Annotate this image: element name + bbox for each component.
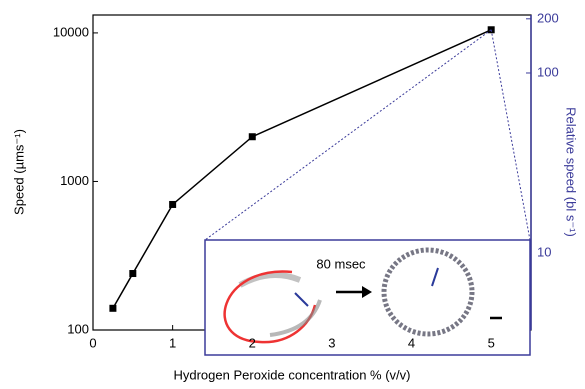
y2-tick-label: 100 xyxy=(537,64,559,79)
x-tick-label: 3 xyxy=(328,335,335,350)
zoom-line xyxy=(205,30,491,240)
chart: Hydrogen Peroxide concentration % (v/v) … xyxy=(0,0,585,384)
y2-axis-label: Relative speed (bl s⁻¹) xyxy=(564,107,579,237)
x-tick-label: 4 xyxy=(408,335,415,350)
data-point xyxy=(109,305,116,312)
x-tick-label: 5 xyxy=(488,335,495,350)
x-tick-label: 2 xyxy=(249,335,256,350)
zoom-line xyxy=(491,30,530,240)
y-tick-label: 10000 xyxy=(53,24,89,39)
y-tick-label: 100 xyxy=(67,321,89,336)
x-axis-label: Hydrogen Peroxide concentration % (v/v) xyxy=(173,367,410,382)
y2-tick-label: 200 xyxy=(537,10,559,25)
data-point xyxy=(249,133,256,140)
data-point xyxy=(169,201,176,208)
data-point xyxy=(129,270,136,277)
inset-label: 80 msec xyxy=(316,256,366,271)
y2-tick-label: 10 xyxy=(537,244,551,259)
y-tick-label: 1000 xyxy=(60,173,89,188)
x-tick-label: 0 xyxy=(89,335,96,350)
x-tick-label: 1 xyxy=(169,335,176,350)
y-axis-label: Speed (µms⁻¹) xyxy=(11,129,26,215)
